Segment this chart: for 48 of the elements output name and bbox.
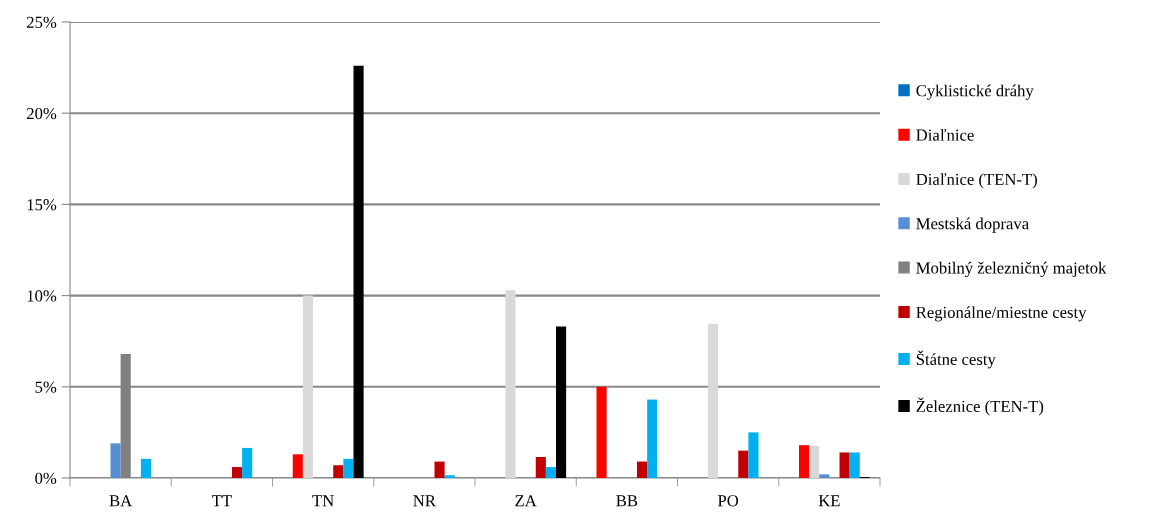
y-tick-label: 0%	[35, 472, 57, 484]
bar	[333, 465, 344, 478]
x-tick-label: BA	[109, 495, 133, 507]
y-tick-label: 5%	[35, 381, 57, 393]
legend-label: Diaľnice (TEN-T)	[916, 173, 1037, 189]
bar	[444, 475, 455, 478]
bar	[434, 461, 445, 478]
bar	[738, 450, 749, 478]
y-tick-label: 25%	[26, 16, 57, 28]
x-tick-label: KE	[818, 495, 840, 507]
bar	[353, 65, 364, 478]
bar	[849, 452, 860, 478]
bar	[110, 443, 121, 478]
bar	[343, 458, 354, 478]
legend-label: Železnice (TEN-T)	[916, 397, 1044, 416]
bar	[140, 458, 151, 478]
x-tick-label: BB	[616, 495, 638, 507]
bar	[242, 447, 253, 478]
bar	[748, 432, 759, 478]
legend-label: Cyklistické dráhy	[916, 84, 1034, 100]
bar	[596, 386, 607, 478]
legend-label: Štátne cesty	[916, 350, 996, 369]
y-tick-label: 20%	[26, 107, 57, 120]
bar	[545, 467, 556, 478]
x-tick-label: PO	[717, 495, 739, 507]
x-tick-label: ZA	[515, 495, 537, 507]
bar	[819, 474, 830, 478]
legend-label: Diaľnice	[916, 128, 974, 141]
x-tick-label: TT	[212, 495, 232, 507]
bar	[637, 461, 648, 478]
bar	[302, 295, 313, 478]
legend-label: Mestská doprava	[916, 217, 1029, 233]
bar	[799, 445, 810, 478]
bar	[232, 467, 243, 478]
legend-label: Mobilný železničný majetok	[916, 261, 1107, 278]
y-tick-label: 10%	[27, 290, 57, 302]
bar	[707, 323, 718, 478]
x-tick-label: TN	[312, 495, 334, 507]
bar	[809, 446, 820, 478]
bar	[556, 326, 567, 478]
bar	[647, 399, 658, 478]
legend-label: Regionálne/miestne cesty	[916, 306, 1087, 322]
bar	[839, 452, 850, 478]
bar	[292, 454, 303, 478]
y-tick-label: 15%	[27, 199, 57, 211]
bar	[535, 457, 546, 478]
bar	[505, 290, 516, 478]
x-tick-label: NR	[413, 495, 436, 507]
